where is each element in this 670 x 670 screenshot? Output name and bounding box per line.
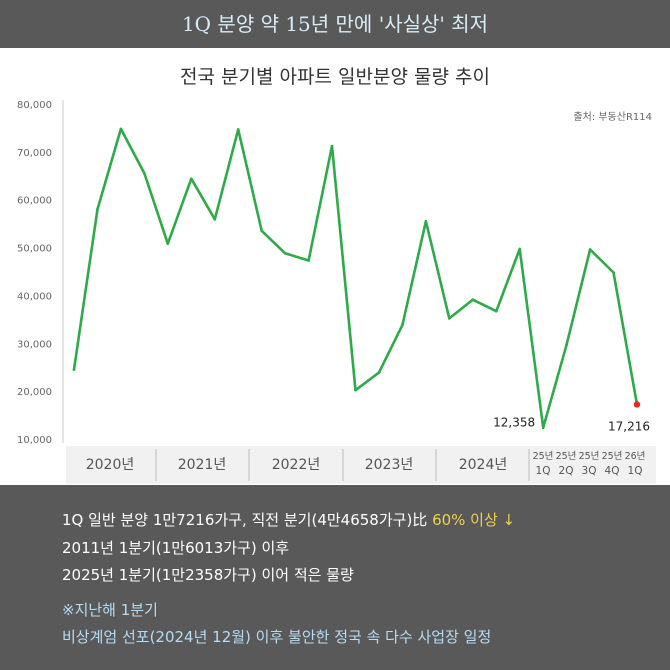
data-point [401, 323, 404, 327]
data-point [518, 247, 522, 251]
data-label: 12,358 [493, 416, 535, 430]
y-tick-label: 80,000 [17, 100, 52, 111]
data-point [494, 309, 498, 313]
x-year-label: 2020년 [86, 457, 135, 473]
x-year-label: 2022년 [272, 457, 321, 473]
x-quarter-year-label: 25년 [556, 451, 577, 462]
data-point [307, 259, 310, 262]
data-point [471, 298, 475, 302]
y-tick-label: 60,000 [17, 196, 52, 207]
note-text: 비상계엄 선포(2024년 12월) 이후 불안한 정국 속 다수 사업장 일정 [62, 628, 492, 646]
x-quarter-label: 1Q [536, 465, 551, 477]
x-year-label: 2023년 [365, 457, 414, 473]
data-point [260, 229, 263, 233]
source-label: 출처: 부동산R114 [573, 112, 652, 123]
x-axis-band [66, 446, 656, 484]
data-point [72, 368, 76, 371]
data-point [448, 317, 451, 320]
y-tick-label: 40,000 [17, 291, 52, 302]
data-point [612, 271, 615, 274]
y-tick-label: 50,000 [17, 244, 52, 255]
summary-line-2: 2011년 1분기(1만6013가구) 이후 [62, 539, 290, 557]
y-tick-label: 10,000 [17, 435, 52, 446]
data-point [541, 426, 545, 430]
banner-title: 1Q 분양 약 15년 만에 '사실상' 최저 [0, 0, 670, 48]
line-chart: 80,000 70,000 60,000 50,000 40,000 30,000 20,0… [17, 100, 656, 484]
note-heading: ※지난해 1분기 [62, 601, 158, 619]
data-point [119, 127, 123, 131]
x-quarter-year-label: 25년 [533, 451, 554, 462]
data-point [565, 343, 568, 347]
x-quarter-label: 1Q [628, 465, 643, 477]
chart-panel [0, 48, 670, 485]
series-line [72, 127, 639, 430]
x-year-label: 2024년 [459, 457, 508, 473]
x-quarter-year-label: 25년 [602, 451, 623, 462]
summary-line-1: 1Q 일반 분양 1만7216가구, 직전 분기(4만4658가구)比 60% … [62, 509, 515, 530]
data-point [213, 218, 217, 221]
x-quarter-label: 4Q [605, 465, 620, 477]
data-point [143, 172, 146, 175]
data-point [236, 128, 240, 131]
summary-line-3: 2025년 1분기(1만2358가구) 이어 적은 물량 [62, 566, 354, 584]
x-quarter-label: 2Q [559, 465, 574, 477]
y-tick-label: 30,000 [17, 339, 52, 350]
chart-title: 전국 분기별 아파트 일반분양 물량 추이 [180, 66, 490, 88]
data-point [330, 144, 334, 148]
data-point [588, 248, 592, 251]
y-tick-label: 70,000 [17, 148, 52, 159]
data-point [354, 388, 357, 392]
summary-line-1-text: 1Q 일반 분양 1만7216가구, 직전 분기(4만4658가구)比 [62, 511, 433, 529]
x-quarter-label: 3Q [582, 465, 597, 477]
x-quarter-year-label: 26년 [625, 451, 646, 462]
data-point [189, 177, 193, 180]
data-label: 17,216 [608, 419, 650, 433]
y-tick-label: 20,000 [17, 387, 52, 398]
data-point [377, 371, 381, 374]
data-point [96, 207, 99, 211]
data-point [283, 252, 287, 255]
summary-panel: 1Q 일반 분양 1만7216가구, 직전 분기(4만4658가구)比 60% … [0, 485, 670, 670]
decline-highlight: 60% 이상 ↓ [432, 511, 516, 529]
x-year-label: 2021년 [178, 457, 227, 473]
latest-point-marker [633, 401, 641, 408]
x-quarter-year-label: 25년 [579, 451, 600, 462]
data-point [166, 242, 170, 246]
data-point [424, 219, 428, 223]
